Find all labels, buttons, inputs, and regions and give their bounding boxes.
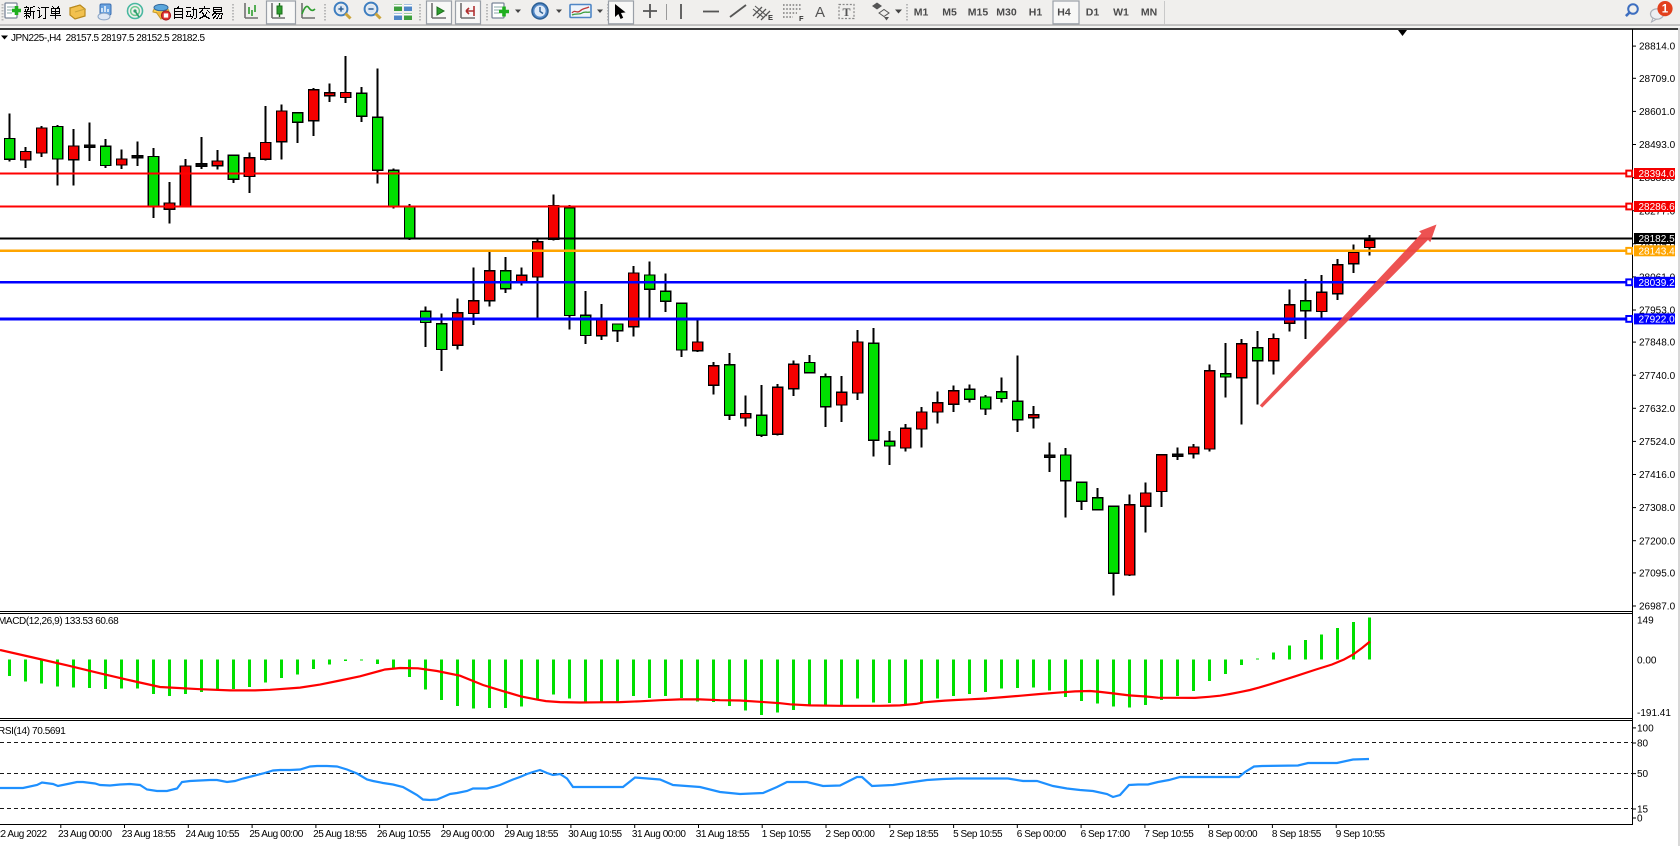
svg-text:28709.0: 28709.0 bbox=[1639, 74, 1676, 85]
svg-text:80: 80 bbox=[1637, 739, 1649, 750]
svg-text:D1: D1 bbox=[1086, 7, 1100, 19]
svg-text:25 Aug 00:00: 25 Aug 00:00 bbox=[249, 829, 303, 840]
svg-text:28182.5: 28182.5 bbox=[1639, 234, 1676, 245]
svg-text:28601.0: 28601.0 bbox=[1639, 107, 1676, 118]
svg-text:H4: H4 bbox=[1057, 7, 1071, 19]
svg-text:27416.0: 27416.0 bbox=[1639, 470, 1676, 481]
svg-text:28169.0: 28169.0 bbox=[1639, 239, 1676, 250]
svg-text:A: A bbox=[815, 4, 825, 21]
svg-text:27632.0: 27632.0 bbox=[1639, 404, 1676, 415]
svg-text:26987.0: 26987.0 bbox=[1639, 602, 1676, 613]
svg-text:0.00: 0.00 bbox=[1637, 656, 1657, 667]
svg-text:MN: MN bbox=[1141, 7, 1157, 19]
svg-text:24 Aug 10:55: 24 Aug 10:55 bbox=[186, 829, 240, 840]
svg-text:100: 100 bbox=[1637, 724, 1654, 735]
svg-text:M5: M5 bbox=[942, 7, 957, 19]
svg-text:27308.0: 27308.0 bbox=[1639, 503, 1676, 514]
svg-text:2 Sep 18:55: 2 Sep 18:55 bbox=[889, 829, 939, 840]
svg-text:T: T bbox=[843, 5, 851, 19]
svg-text:W1: W1 bbox=[1113, 7, 1129, 19]
svg-text:M15: M15 bbox=[968, 7, 989, 19]
svg-text:29 Aug 00:00: 29 Aug 00:00 bbox=[441, 829, 495, 840]
svg-text:27740.0: 27740.0 bbox=[1639, 371, 1676, 382]
svg-text:-191.41: -191.41 bbox=[1637, 708, 1671, 719]
svg-text:8 Sep 00:00: 8 Sep 00:00 bbox=[1208, 829, 1258, 840]
svg-text:23 Aug 00:00: 23 Aug 00:00 bbox=[58, 829, 112, 840]
svg-text:22 Aug 2022: 22 Aug 2022 bbox=[0, 829, 47, 840]
svg-text:50: 50 bbox=[1637, 769, 1649, 780]
svg-text:E: E bbox=[768, 13, 773, 22]
svg-text:149: 149 bbox=[1637, 615, 1654, 626]
svg-text:0: 0 bbox=[1637, 814, 1643, 825]
svg-text:6 Sep 00:00: 6 Sep 00:00 bbox=[1017, 829, 1067, 840]
svg-text:RSI(14) 70.5691: RSI(14) 70.5691 bbox=[0, 726, 66, 737]
svg-text:30 Aug 10:55: 30 Aug 10:55 bbox=[568, 829, 622, 840]
svg-text:28143.4: 28143.4 bbox=[1639, 246, 1676, 257]
svg-text:2 Sep 00:00: 2 Sep 00:00 bbox=[826, 829, 876, 840]
svg-text:7 Sep 10:55: 7 Sep 10:55 bbox=[1144, 829, 1194, 840]
svg-text:JPN225-,H4 28157.5 28197.5 28: JPN225-,H4 28157.5 28197.5 28152.5 28182… bbox=[11, 33, 205, 44]
svg-text:MACD(12,26,9) 133.53 60.68: MACD(12,26,9) 133.53 60.68 bbox=[0, 616, 119, 627]
svg-text:6 Sep 17:00: 6 Sep 17:00 bbox=[1081, 829, 1131, 840]
svg-text:H1: H1 bbox=[1029, 7, 1043, 19]
svg-text:F: F bbox=[799, 14, 804, 23]
svg-text:5 Sep 10:55: 5 Sep 10:55 bbox=[953, 829, 1003, 840]
svg-text:25 Aug 18:55: 25 Aug 18:55 bbox=[313, 829, 367, 840]
svg-text:M30: M30 bbox=[996, 7, 1017, 19]
svg-text:27922.0: 27922.0 bbox=[1639, 315, 1676, 326]
svg-text:28039.2: 28039.2 bbox=[1639, 278, 1676, 289]
svg-text:27953.0: 27953.0 bbox=[1639, 306, 1676, 317]
svg-text:M1: M1 bbox=[914, 7, 929, 19]
svg-text:27095.0: 27095.0 bbox=[1639, 569, 1676, 580]
svg-text:28394.0: 28394.0 bbox=[1639, 169, 1676, 180]
svg-text:27848.0: 27848.0 bbox=[1639, 338, 1676, 349]
svg-text:29 Aug 18:55: 29 Aug 18:55 bbox=[504, 829, 558, 840]
svg-text:27524.0: 27524.0 bbox=[1639, 437, 1676, 448]
svg-text:8 Sep 18:55: 8 Sep 18:55 bbox=[1272, 829, 1322, 840]
svg-text:15: 15 bbox=[1637, 805, 1649, 816]
svg-text:28814.0: 28814.0 bbox=[1639, 42, 1676, 53]
svg-text:9 Sep 10:55: 9 Sep 10:55 bbox=[1336, 829, 1386, 840]
svg-text:28493.0: 28493.0 bbox=[1639, 140, 1676, 151]
svg-text:23 Aug 18:55: 23 Aug 18:55 bbox=[122, 829, 176, 840]
svg-text:31 Aug 00:00: 31 Aug 00:00 bbox=[632, 829, 686, 840]
svg-text:31 Aug 18:55: 31 Aug 18:55 bbox=[696, 829, 750, 840]
svg-text:27200.0: 27200.0 bbox=[1639, 536, 1676, 547]
svg-text:28286.6: 28286.6 bbox=[1639, 202, 1676, 213]
svg-text:26 Aug 10:55: 26 Aug 10:55 bbox=[377, 829, 431, 840]
svg-text:1 Sep 10:55: 1 Sep 10:55 bbox=[762, 829, 812, 840]
svg-text:1: 1 bbox=[1662, 4, 1669, 16]
